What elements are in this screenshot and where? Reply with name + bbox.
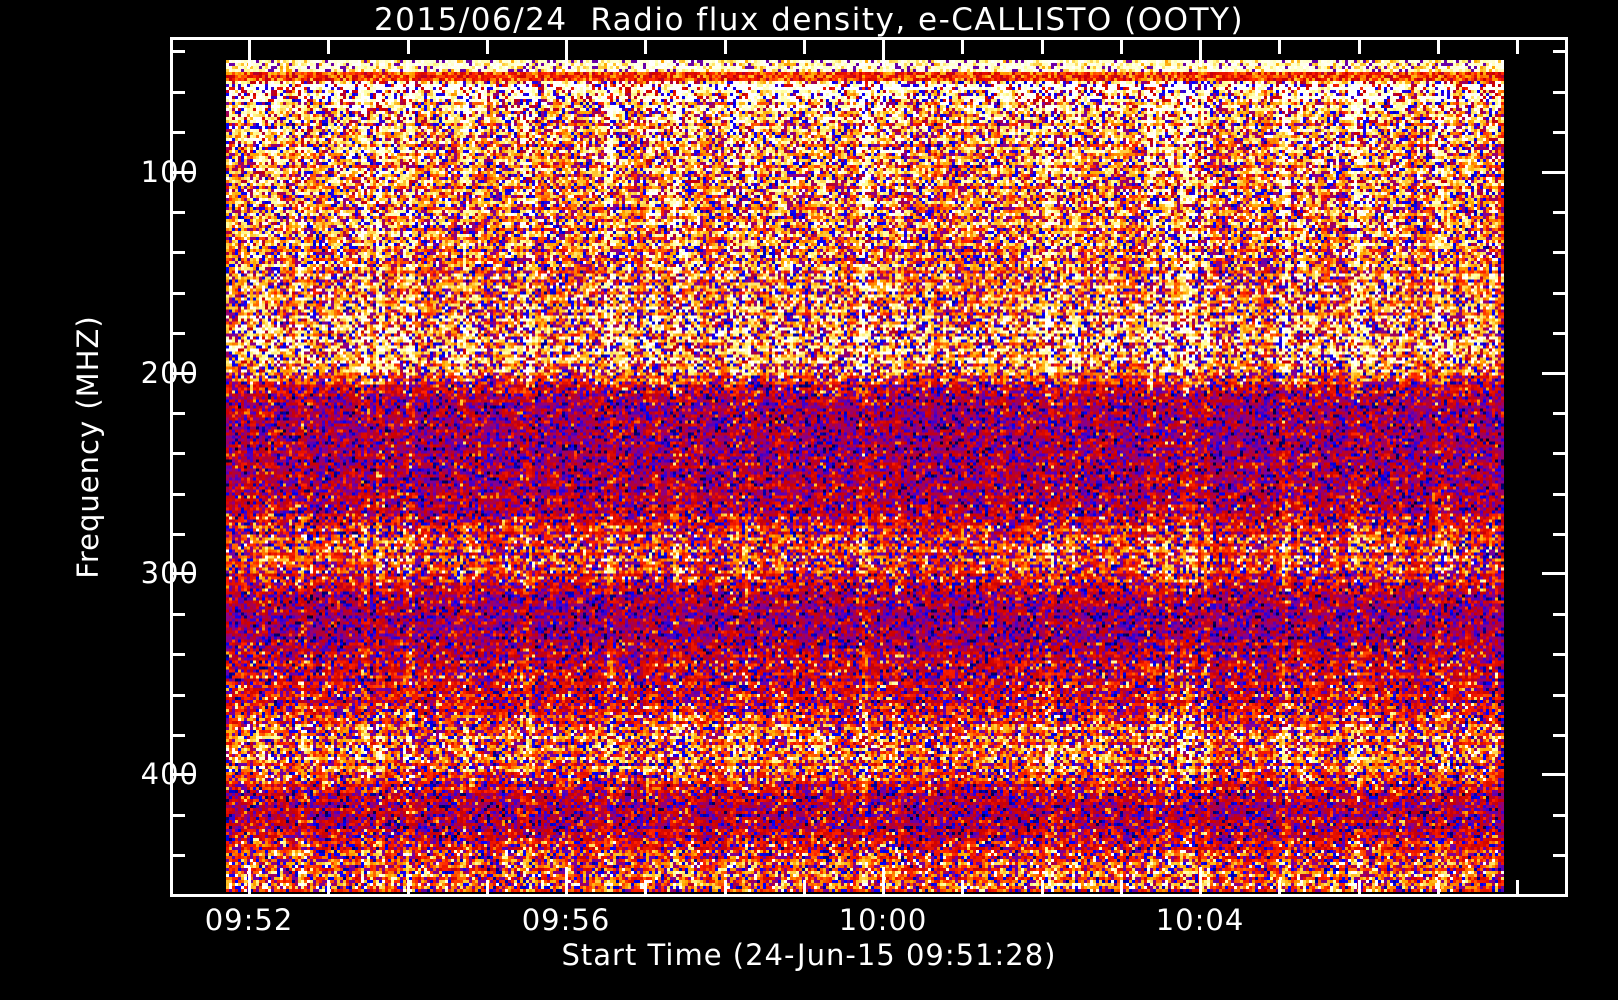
x-major-tick-top (1199, 37, 1202, 67)
x-minor-tick-top (1278, 37, 1281, 54)
x-minor-tick (1358, 880, 1361, 897)
y-minor-tick-right (1553, 332, 1568, 335)
y-tick-label: 200 (140, 356, 199, 390)
x-minor-tick-top (1120, 37, 1123, 54)
y-major-tick (170, 773, 196, 776)
y-minor-tick (170, 91, 185, 94)
y-minor-tick (170, 251, 185, 254)
x-minor-tick-top (1358, 37, 1361, 54)
x-minor-tick-top (1041, 37, 1044, 54)
x-major-tick-top (248, 37, 251, 67)
x-minor-tick (1437, 880, 1440, 897)
x-minor-tick-top (486, 37, 489, 54)
x-minor-tick (1278, 880, 1281, 897)
y-minor-tick (170, 452, 185, 455)
y-major-tick (170, 171, 196, 174)
y-minor-tick-right (1553, 50, 1568, 53)
y-minor-tick-right (1553, 694, 1568, 697)
y-minor-tick-right (1553, 613, 1568, 616)
y-minor-tick (170, 412, 185, 415)
y-minor-tick (170, 332, 185, 335)
y-minor-tick (170, 854, 185, 857)
y-major-tick (170, 572, 196, 575)
y-minor-tick (170, 613, 185, 616)
y-major-tick-right (1542, 572, 1568, 575)
x-tick-label: 09:56 (521, 903, 611, 937)
y-minor-tick-right (1553, 412, 1568, 415)
y-minor-tick-right (1553, 251, 1568, 254)
y-major-tick (170, 372, 196, 375)
y-minor-tick (170, 211, 185, 214)
x-minor-tick (1516, 880, 1519, 897)
x-tick-label: 09:52 (204, 903, 294, 937)
x-tick-label: 10:00 (838, 903, 928, 937)
y-axis-title: Frequency (MHZ) (71, 315, 105, 579)
x-minor-tick (803, 880, 806, 897)
x-minor-tick (961, 880, 964, 897)
y-minor-tick-right (1553, 211, 1568, 214)
y-minor-tick-right (1553, 452, 1568, 455)
x-minor-tick-top (724, 37, 727, 54)
y-minor-tick (170, 734, 185, 737)
x-minor-tick-top (1437, 37, 1440, 54)
x-minor-tick (327, 880, 330, 897)
x-minor-tick (724, 880, 727, 897)
x-axis-title: Start Time (24-Jun-15 09:51:28) (561, 938, 1057, 972)
x-minor-tick-top (961, 37, 964, 54)
x-minor-tick-top (327, 37, 330, 54)
y-minor-tick (170, 814, 185, 817)
y-tick-label: 300 (140, 556, 199, 590)
y-minor-tick (170, 694, 185, 697)
x-minor-tick (1120, 880, 1123, 897)
y-minor-tick-right (1553, 533, 1568, 536)
spectrogram-canvas (226, 60, 1504, 892)
x-major-tick (1199, 867, 1202, 897)
x-tick-label: 10:04 (1155, 903, 1245, 937)
y-tick-label: 400 (140, 757, 199, 791)
x-minor-tick-top (803, 37, 806, 54)
y-minor-tick (170, 50, 185, 53)
y-minor-tick-right (1553, 493, 1568, 496)
y-minor-tick-right (1553, 653, 1568, 656)
x-minor-tick (1041, 880, 1044, 897)
x-major-tick-top (882, 37, 885, 67)
y-major-tick-right (1542, 372, 1568, 375)
spectrogram-image (226, 60, 1504, 892)
x-minor-tick (486, 880, 489, 897)
y-minor-tick (170, 653, 185, 656)
y-minor-tick-right (1553, 734, 1568, 737)
y-minor-tick-right (1553, 91, 1568, 94)
x-minor-tick-top (644, 37, 647, 54)
x-minor-tick (644, 880, 647, 897)
y-minor-tick (170, 533, 185, 536)
chart-title: 2015/06/24 Radio flux density, e-CALLIST… (373, 2, 1245, 38)
x-major-tick (248, 867, 251, 897)
y-minor-tick-right (1553, 292, 1568, 295)
y-minor-tick (170, 493, 185, 496)
y-minor-tick (170, 292, 185, 295)
y-minor-tick-right (1553, 854, 1568, 857)
y-minor-tick-right (1553, 814, 1568, 817)
x-minor-tick-top (407, 37, 410, 54)
y-minor-tick-right (1553, 131, 1568, 134)
x-minor-tick-top (1516, 37, 1519, 54)
x-major-tick-top (565, 37, 568, 67)
y-minor-tick (170, 131, 185, 134)
y-major-tick-right (1542, 773, 1568, 776)
x-major-tick (565, 867, 568, 897)
y-major-tick-right (1542, 171, 1568, 174)
x-minor-tick (407, 880, 410, 897)
x-major-tick (882, 867, 885, 897)
y-tick-label: 100 (140, 155, 199, 189)
